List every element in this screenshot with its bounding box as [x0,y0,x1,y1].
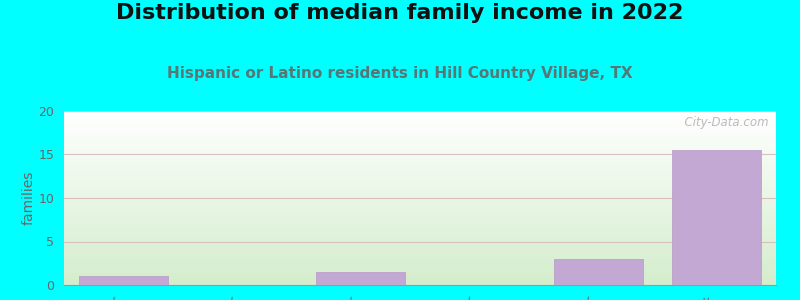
Text: Distribution of median family income in 2022: Distribution of median family income in … [116,3,684,23]
Text: City-Data.com: City-Data.com [678,116,769,129]
Bar [316,272,405,285]
Bar [79,276,168,285]
Y-axis label: families: families [22,171,36,225]
Bar [672,150,761,285]
Text: Hispanic or Latino residents in Hill Country Village, TX: Hispanic or Latino residents in Hill Cou… [167,66,633,81]
Bar [554,259,642,285]
